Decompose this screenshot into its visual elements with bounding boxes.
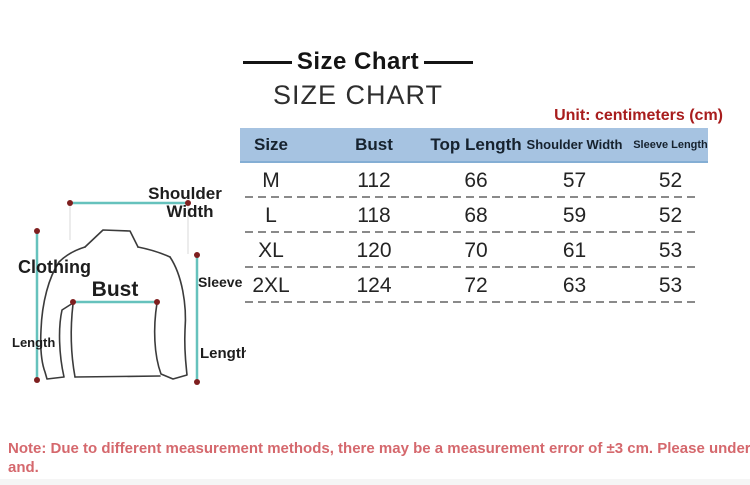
label-shoulder: Shoulder: [148, 184, 222, 203]
cell-sleeve-length: 52: [658, 168, 683, 192]
bottom-strip: [0, 479, 750, 485]
header-top-length: Top Length: [430, 134, 522, 154]
page-title: SIZE CHART: [272, 80, 444, 110]
jacket-right-sleeve: [153, 256, 188, 380]
jacket-left-sleeve: [39, 246, 86, 380]
table-row-m: M 112 66 57 52: [240, 163, 708, 198]
size-table-header: Size Bust Top Length Shoulder Width Slee…: [240, 128, 708, 163]
dot-icon: [194, 252, 200, 258]
cell-shoulder-width: 63: [562, 273, 587, 297]
cell-sleeve-length: 53: [658, 273, 683, 297]
table-row-2xl: 2XL 124 72 63 53: [240, 268, 708, 303]
dot-icon: [154, 299, 160, 305]
label-length-left: Length: [12, 335, 55, 350]
cell-shoulder-width: 59: [562, 203, 587, 227]
table-row-xl: XL 120 70 61 53: [240, 233, 708, 268]
cell-top-length: 66: [464, 168, 488, 192]
measurement-dots: [34, 200, 200, 385]
table-row-l: L 118 68 59 52: [240, 198, 708, 233]
measurement-note: Note: Due to different measurement metho…: [8, 439, 750, 477]
cell-bust: 118: [357, 203, 391, 227]
cell-shoulder-width: 57: [562, 168, 587, 192]
cell-shoulder-width: 61: [562, 238, 587, 262]
dot-icon: [67, 200, 73, 206]
cell-size: M: [262, 168, 280, 192]
decor-title-text: Size Chart: [296, 48, 420, 75]
dot-icon: [194, 379, 200, 385]
jacket-collar: [84, 229, 139, 248]
size-table: Size Bust Top Length Shoulder Width Slee…: [240, 128, 708, 303]
cell-size: L: [265, 203, 277, 227]
dot-icon: [185, 200, 191, 206]
jacket-outline: [39, 229, 188, 380]
decor-title-row: Size Chart: [243, 48, 473, 76]
garment-measurement-diagram: Shoulder Width Clothing Length Bust Slee…: [6, 180, 246, 392]
jacket-diagram-svg: Shoulder Width Clothing Length Bust Slee…: [12, 184, 246, 385]
title-right-dash: [424, 60, 473, 64]
cell-top-length: 72: [464, 273, 488, 297]
unit-label: Unit: centimeters (cm): [554, 107, 723, 124]
label-sleeve: Sleeve: [198, 274, 243, 290]
header-shoulder-width: Shoulder Width: [526, 137, 623, 152]
cell-size: 2XL: [252, 273, 290, 297]
header-bust: Bust: [355, 134, 393, 154]
cell-bust: 120: [356, 238, 392, 262]
label-length-right: Length: [200, 345, 246, 362]
dot-icon: [70, 299, 76, 305]
jacket-hem: [74, 375, 161, 378]
label-shoulder-width: Width: [166, 202, 213, 221]
title-left-dash: [243, 60, 292, 64]
label-bust: Bust: [92, 278, 139, 301]
note-line-1: Note: Due to different measurement metho…: [8, 440, 750, 457]
note-line-2: and.: [8, 459, 39, 476]
cell-top-length: 70: [464, 238, 488, 262]
cell-sleeve-length: 53: [658, 238, 683, 262]
jacket-left-body: [70, 303, 76, 378]
cell-top-length: 68: [464, 203, 488, 227]
header-sleeve-length: Sleeve Length: [633, 138, 708, 151]
dot-icon: [34, 377, 40, 383]
label-clothing: Clothing: [18, 257, 91, 277]
cell-size: XL: [258, 238, 284, 262]
cell-sleeve-length: 52: [658, 203, 683, 227]
jacket-right-shoulder: [137, 246, 171, 258]
dot-icon: [34, 228, 40, 234]
measurement-lines: [35, 201, 199, 382]
header-size: Size: [253, 134, 289, 154]
cell-bust: 124: [356, 273, 392, 297]
cell-bust: 112: [357, 168, 391, 192]
